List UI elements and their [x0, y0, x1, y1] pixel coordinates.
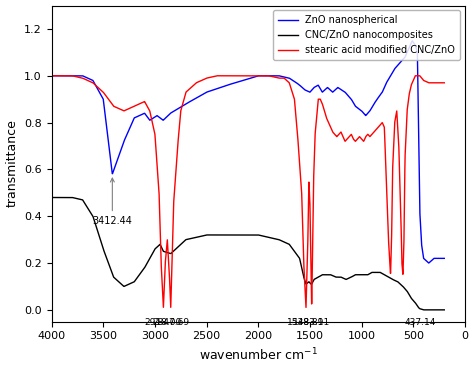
Line: CNC/ZnO nanocomposites: CNC/ZnO nanocomposites [52, 197, 444, 310]
CNC/ZnO nanocomposites [430, 308, 436, 312]
CNC/ZnO nanocomposites [240, 233, 246, 237]
X-axis label: wavenumber cm$^{-1}$: wavenumber cm$^{-1}$ [199, 347, 318, 363]
stearic acid modified CNC/ZnO [216, 73, 222, 78]
Text: 437.14: 437.14 [404, 318, 436, 327]
ZnO nanospherical [430, 257, 436, 261]
ZnO nanospherical [49, 73, 55, 78]
stearic acid modified CNC/ZnO [93, 84, 99, 88]
CNC/ZnO nanocomposites [358, 273, 364, 277]
Text: 1538.89: 1538.89 [287, 318, 325, 327]
stearic acid modified CNC/ZnO [200, 78, 205, 82]
CNC/ZnO nanocomposites [430, 308, 436, 312]
stearic acid modified CNC/ZnO [392, 127, 397, 131]
stearic acid modified CNC/ZnO [303, 305, 309, 310]
ZnO nanospherical [229, 82, 235, 86]
stearic acid modified CNC/ZnO [434, 80, 439, 85]
ZnO nanospherical [240, 78, 246, 83]
ZnO nanospherical [410, 38, 415, 43]
Y-axis label: transmittance: transmittance [6, 120, 18, 207]
stearic acid modified CNC/ZnO [117, 107, 122, 111]
ZnO nanospherical [358, 108, 364, 113]
ZnO nanospherical [441, 256, 447, 261]
Text: 2918.00: 2918.00 [145, 318, 182, 327]
ZnO nanospherical [69, 73, 74, 78]
ZnO nanospherical [430, 257, 436, 261]
stearic acid modified CNC/ZnO [49, 73, 55, 78]
Text: 2847.69: 2847.69 [152, 318, 189, 327]
stearic acid modified CNC/ZnO [441, 80, 447, 85]
CNC/ZnO nanocomposites [441, 308, 447, 312]
Text: 3412.44: 3412.44 [92, 178, 132, 226]
Legend: ZnO nanospherical, CNC/ZnO nanocomposites, stearic acid modified CNC/ZnO: ZnO nanospherical, CNC/ZnO nanocomposite… [273, 10, 460, 60]
ZnO nanospherical [426, 261, 432, 265]
CNC/ZnO nanocomposites [421, 308, 427, 312]
CNC/ZnO nanocomposites [69, 195, 74, 200]
Line: stearic acid modified CNC/ZnO: stearic acid modified CNC/ZnO [52, 76, 444, 307]
Line: ZnO nanospherical: ZnO nanospherical [52, 41, 444, 263]
CNC/ZnO nanocomposites [49, 195, 55, 200]
CNC/ZnO nanocomposites [229, 233, 235, 237]
Text: 1483.11: 1483.11 [293, 318, 330, 327]
